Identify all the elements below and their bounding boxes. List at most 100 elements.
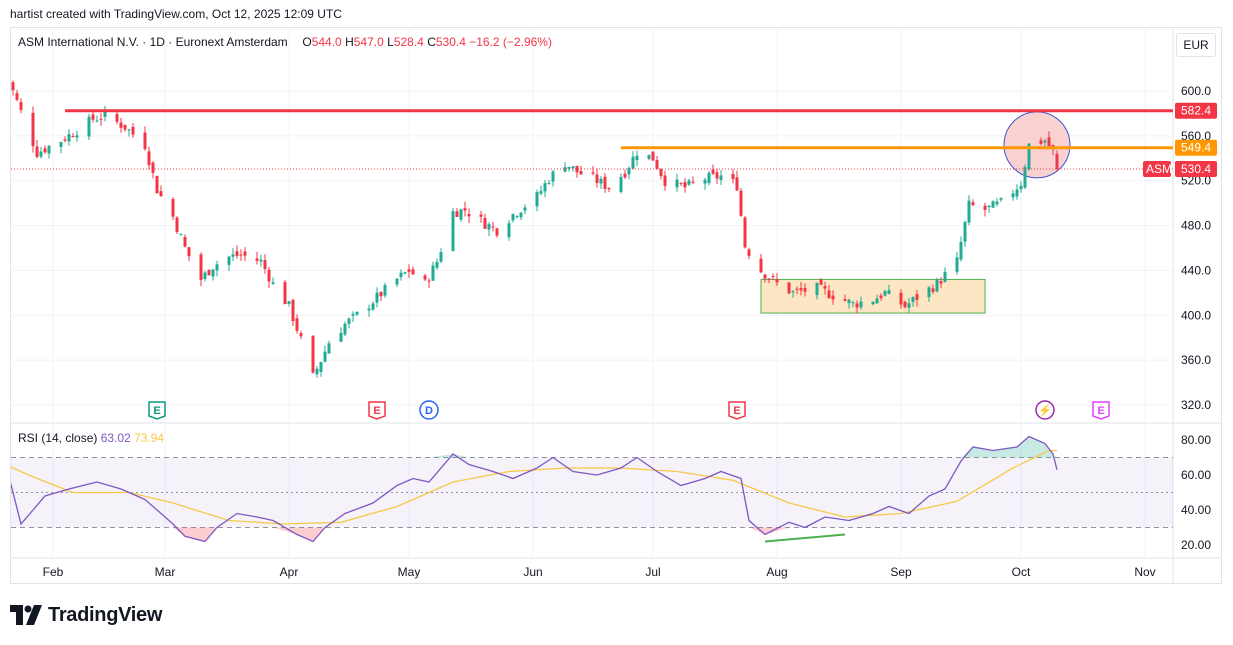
candle-body[interactable]	[459, 209, 463, 220]
candle-body[interactable]	[427, 280, 431, 282]
candle-body[interactable]	[675, 179, 679, 188]
candle-body[interactable]	[355, 311, 359, 315]
candle-body[interactable]	[155, 176, 159, 194]
candle-body[interactable]	[327, 343, 331, 354]
earnings-past-event-marker[interactable]	[368, 401, 386, 420]
candle-body[interactable]	[743, 217, 747, 248]
candle-body[interactable]	[19, 102, 23, 110]
candle-body[interactable]	[563, 167, 567, 172]
candle-body[interactable]	[295, 318, 299, 331]
candle-body[interactable]	[383, 284, 387, 296]
candle-body[interactable]	[655, 160, 659, 169]
candle-body[interactable]	[739, 190, 743, 216]
candle-body[interactable]	[775, 279, 779, 283]
candle-body[interactable]	[903, 301, 907, 308]
candle-body[interactable]	[207, 269, 211, 276]
candle-body[interactable]	[715, 172, 719, 179]
candle-body[interactable]	[407, 269, 411, 272]
candle-body[interactable]	[131, 127, 135, 135]
candle-body[interactable]	[147, 151, 151, 166]
candle-body[interactable]	[915, 294, 919, 300]
candle-body[interactable]	[115, 114, 119, 122]
candle-body[interactable]	[599, 178, 603, 184]
consolidation-box[interactable]	[760, 278, 986, 314]
candle-body[interactable]	[875, 298, 879, 304]
candle-body[interactable]	[543, 183, 547, 192]
candle-body[interactable]	[651, 151, 655, 161]
candle-body[interactable]	[95, 120, 99, 122]
candle-body[interactable]	[959, 242, 963, 260]
candle-body[interactable]	[607, 188, 611, 190]
candle-body[interactable]	[39, 151, 43, 157]
candle-body[interactable]	[623, 173, 627, 178]
candle-body[interactable]	[371, 303, 375, 310]
candle-body[interactable]	[299, 333, 303, 337]
candle-body[interactable]	[995, 201, 999, 205]
candle-body[interactable]	[551, 171, 555, 182]
dividend-event-marker[interactable]	[419, 400, 439, 420]
candle-body[interactable]	[943, 271, 947, 282]
earnings-upcoming-event-marker[interactable]	[1092, 401, 1110, 420]
candle-body[interactable]	[343, 323, 347, 335]
candle-body[interactable]	[935, 279, 939, 292]
candle-body[interactable]	[823, 286, 827, 289]
candle-body[interactable]	[847, 299, 851, 304]
rsi-ma-line[interactable]	[11, 449, 1058, 525]
candle-body[interactable]	[515, 216, 519, 218]
candle-body[interactable]	[395, 278, 399, 285]
candle-body[interactable]	[187, 247, 191, 257]
candle-body[interactable]	[1019, 185, 1023, 190]
candle-body[interactable]	[63, 139, 67, 141]
candle-body[interactable]	[495, 228, 499, 236]
candle-body[interactable]	[467, 213, 471, 217]
candle-body[interactable]	[771, 276, 775, 278]
candle-body[interactable]	[339, 332, 343, 342]
candle-body[interactable]	[879, 295, 883, 299]
candle-body[interactable]	[539, 190, 543, 194]
candle-body[interactable]	[899, 292, 903, 305]
candle-body[interactable]	[767, 278, 771, 280]
candle-body[interactable]	[403, 272, 407, 274]
candle-body[interactable]	[451, 211, 455, 251]
candle-body[interactable]	[179, 234, 183, 236]
candle-body[interactable]	[283, 281, 287, 305]
candle-body[interactable]	[591, 172, 595, 174]
currency-button[interactable]: EUR	[1176, 33, 1216, 57]
candle-body[interactable]	[663, 175, 667, 186]
candle-body[interactable]	[567, 166, 571, 169]
candle-body[interactable]	[871, 301, 875, 305]
candle-body[interactable]	[183, 237, 187, 247]
candle-body[interactable]	[523, 207, 527, 211]
candle-body[interactable]	[1043, 140, 1047, 143]
candle-body[interactable]	[11, 82, 15, 91]
earnings-past-event-marker[interactable]	[728, 401, 746, 420]
candle-body[interactable]	[463, 208, 467, 211]
candle-body[interactable]	[91, 114, 95, 120]
candle-body[interactable]	[659, 169, 663, 177]
candle-body[interactable]	[987, 205, 991, 208]
split-or-news-event-marker[interactable]	[1035, 400, 1055, 420]
candle-body[interactable]	[967, 200, 971, 223]
candle-body[interactable]	[803, 287, 807, 292]
candle-body[interactable]	[747, 249, 751, 256]
candle-body[interactable]	[955, 257, 959, 272]
highlight-circle[interactable]	[1003, 111, 1071, 179]
candle-body[interactable]	[759, 258, 763, 273]
candle-body[interactable]	[1015, 189, 1019, 197]
candle-body[interactable]	[519, 212, 523, 218]
candle-body[interactable]	[719, 175, 723, 180]
candle-body[interactable]	[511, 214, 515, 221]
candle-body[interactable]	[431, 265, 435, 281]
candle-body[interactable]	[151, 162, 155, 173]
candle-body[interactable]	[171, 199, 175, 217]
candle-body[interactable]	[735, 177, 739, 191]
candle-body[interactable]	[423, 275, 427, 280]
candle-body[interactable]	[815, 282, 819, 296]
candle-body[interactable]	[435, 261, 439, 268]
candle-body[interactable]	[455, 211, 459, 217]
candle-body[interactable]	[175, 217, 179, 232]
candle-body[interactable]	[439, 252, 443, 262]
candle-body[interactable]	[931, 288, 935, 292]
candle-body[interactable]	[791, 291, 795, 293]
candle-body[interactable]	[347, 318, 351, 324]
